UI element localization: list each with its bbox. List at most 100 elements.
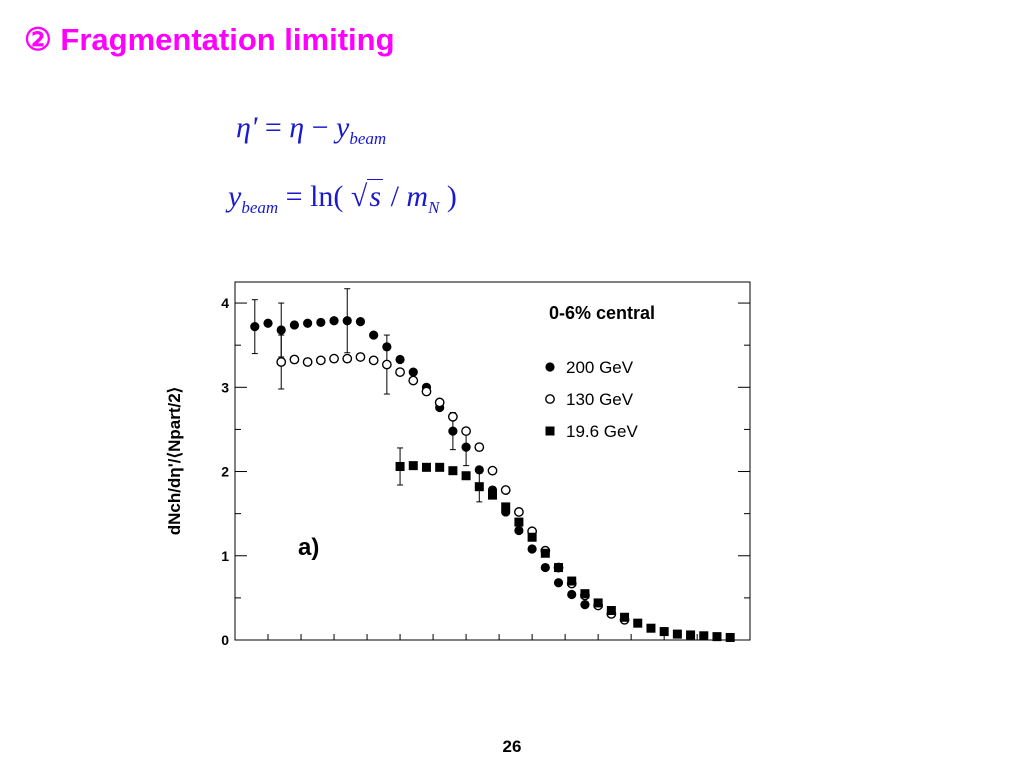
data-point xyxy=(461,426,471,436)
data-point xyxy=(395,461,405,471)
panel-label: a) xyxy=(298,534,319,561)
data-point xyxy=(303,318,313,328)
formula-sqrt-sign: √ xyxy=(350,180,368,213)
formula-m: m xyxy=(406,180,429,213)
data-point xyxy=(500,485,511,495)
formula-ln: ln( xyxy=(310,180,344,213)
data-point xyxy=(646,623,656,633)
data-point xyxy=(355,352,366,362)
data-point xyxy=(289,354,300,365)
data-point xyxy=(461,442,471,452)
page-number: 26 xyxy=(502,737,522,756)
data-point xyxy=(276,325,286,335)
legend-label: 130 GeV xyxy=(566,390,634,409)
data-point xyxy=(580,589,590,599)
legend-marker xyxy=(545,426,555,436)
data-point xyxy=(488,490,497,500)
formula-eta-prime-lhs: η' xyxy=(236,111,258,144)
data-point xyxy=(276,357,287,367)
data-point xyxy=(408,367,418,377)
data-point xyxy=(580,600,590,610)
formula-m-sub: N xyxy=(428,198,440,217)
data-point xyxy=(448,466,458,476)
data-point xyxy=(514,525,524,536)
formula-equals: = xyxy=(264,111,282,144)
data-point xyxy=(408,461,418,471)
data-point xyxy=(474,482,484,492)
data-point xyxy=(461,471,471,481)
data-point xyxy=(659,627,669,637)
data-point xyxy=(448,426,458,436)
data-point xyxy=(527,532,537,542)
data-point xyxy=(487,465,498,476)
legend-label: 200 GeV xyxy=(566,358,634,377)
formula-s: s xyxy=(367,179,384,213)
data-point xyxy=(368,355,379,366)
chart-title: 0-6% central xyxy=(549,303,655,323)
formula-y: y xyxy=(336,111,350,144)
data-point xyxy=(514,517,524,527)
data-point xyxy=(395,354,405,365)
data-point xyxy=(381,359,392,370)
data-point xyxy=(342,353,353,364)
data-point xyxy=(408,375,419,386)
data-marks xyxy=(250,288,735,642)
y-axis-label: dNch/dη'/⟨Npart/2⟩ xyxy=(165,387,184,536)
data-point xyxy=(712,632,722,642)
data-point xyxy=(369,330,379,340)
axis-ticks xyxy=(234,302,750,641)
y-tick-label: 1 xyxy=(221,548,229,564)
data-point xyxy=(686,630,696,640)
data-point xyxy=(606,606,616,616)
legend-marker xyxy=(545,394,555,404)
formula-close-paren: ) xyxy=(446,180,457,213)
formula-eta: η xyxy=(289,111,305,144)
formula-y: y xyxy=(228,180,242,213)
formula-equals: = xyxy=(285,180,303,213)
data-point xyxy=(501,502,511,512)
data-point xyxy=(329,353,339,364)
data-point xyxy=(289,320,300,330)
data-point xyxy=(620,612,630,622)
legend-label: 19.6 GeV xyxy=(566,422,638,441)
data-point xyxy=(316,317,326,328)
data-point xyxy=(540,562,550,573)
data-point xyxy=(421,386,432,397)
formula-minus: − xyxy=(311,111,329,144)
data-point xyxy=(342,316,352,326)
data-point xyxy=(633,618,643,628)
data-point xyxy=(540,548,550,558)
data-point xyxy=(554,563,564,573)
formula-eta-prime: η' = η − ybeam xyxy=(236,111,387,148)
data-point xyxy=(725,632,735,642)
y-tick-label: 3 xyxy=(221,379,229,395)
formula-y-beam: ybeam = ln( √s / mN ) xyxy=(228,179,457,217)
data-point xyxy=(593,598,603,608)
data-point xyxy=(672,629,682,639)
data-point xyxy=(527,544,537,554)
y-tick-label: 2 xyxy=(221,464,229,480)
data-point xyxy=(567,576,577,586)
data-point xyxy=(302,357,313,367)
legend: 200 GeV 130 GeV 19.6 GeV xyxy=(545,358,638,441)
legend-marker xyxy=(545,362,555,372)
formula-y-sub: beam xyxy=(241,198,279,217)
data-point xyxy=(447,411,458,422)
data-point xyxy=(250,322,260,332)
data-point xyxy=(315,355,326,366)
formula-y-sub: beam xyxy=(349,129,387,148)
chart: 0 1 2 3 4 dNch/dη'/⟨Npart/2⟩ 0-6% central a)… xyxy=(165,281,751,648)
data-point xyxy=(329,316,339,326)
data-point xyxy=(435,462,445,472)
series-19-6-gev xyxy=(395,447,735,642)
y-tick-label: 0 xyxy=(221,632,229,648)
plot-frame xyxy=(234,281,751,641)
data-point xyxy=(514,507,524,517)
y-tick-labels: 0 1 2 3 4 xyxy=(221,295,229,648)
data-point xyxy=(421,462,431,472)
data-point xyxy=(263,318,273,328)
formula-slash: / xyxy=(390,180,399,213)
data-point xyxy=(699,631,709,641)
data-point xyxy=(567,589,577,600)
y-tick-label: 4 xyxy=(221,295,229,311)
